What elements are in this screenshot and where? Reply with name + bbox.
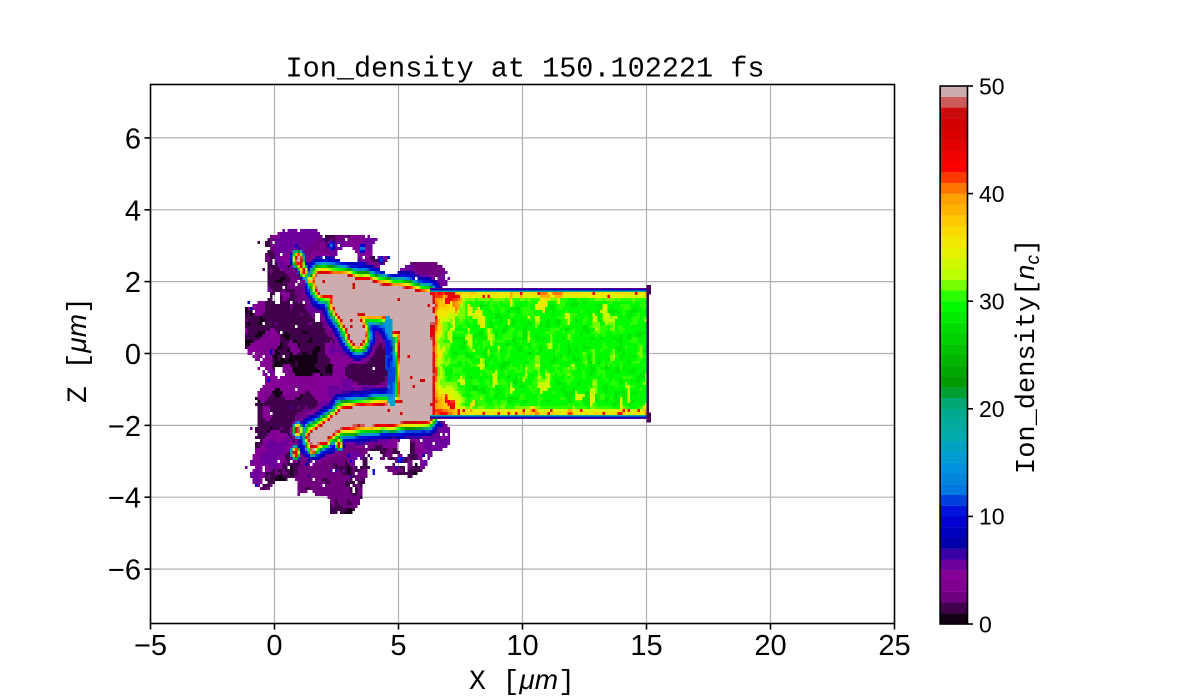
svg-text:20: 20 [754,630,786,662]
svg-text:4: 4 [125,195,141,227]
svg-text:5: 5 [390,630,406,662]
svg-text:0: 0 [125,339,141,371]
svg-text:15: 15 [630,630,662,662]
svg-text:−5: −5 [134,630,167,662]
svg-text:Z [μm]: Z [μm] [61,297,95,403]
svg-text:−4: −4 [108,483,141,515]
svg-text:50: 50 [979,73,1005,99]
svg-text:30: 30 [979,289,1005,315]
svg-text:Ion_density[nc]: Ion_density[nc] [1010,239,1044,474]
svg-text:25: 25 [878,630,910,662]
svg-text:20: 20 [979,396,1005,422]
svg-text:2: 2 [125,267,141,299]
svg-text:40: 40 [979,181,1005,207]
svg-text:10: 10 [979,504,1005,530]
svg-text:10: 10 [506,630,538,662]
svg-text:−6: −6 [108,555,141,587]
svg-text:0: 0 [979,611,992,637]
svg-text:0: 0 [266,630,282,662]
svg-text:6: 6 [125,123,141,155]
svg-text:Ion_density at 150.102221 fs: Ion_density at 150.102221 fs [286,53,765,86]
svg-text:X [μm]: X [μm] [469,664,575,698]
svg-text:−2: −2 [108,411,141,443]
